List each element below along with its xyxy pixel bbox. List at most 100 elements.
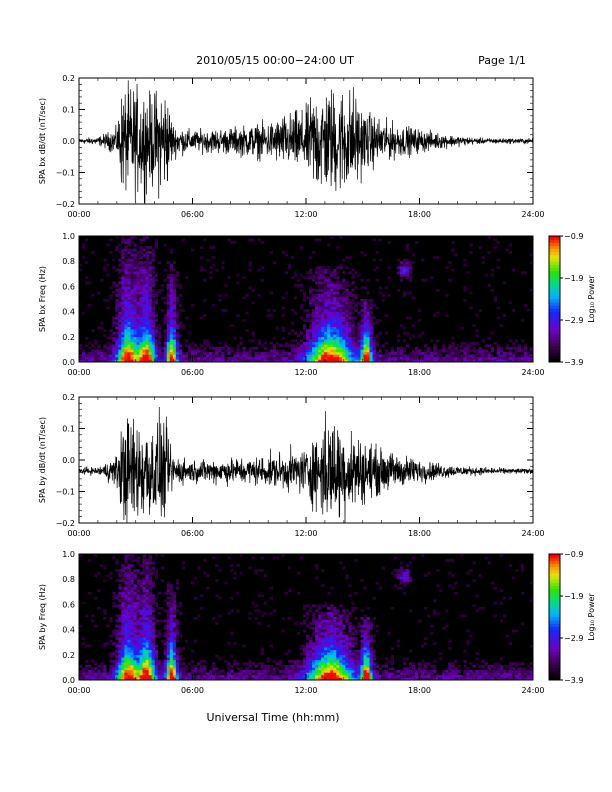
heatmap-cell [315,334,319,338]
heatmap-cell [157,664,162,668]
heatmap-cell [411,664,416,668]
heatmap-cell [206,672,210,676]
heatmap-cell [151,351,155,355]
heatmap-cell [133,586,137,590]
heatmap-cell [399,354,404,358]
heatmap-cell [421,356,425,360]
heatmap-cell [520,354,525,358]
heatmap-cell [109,349,113,353]
heatmap-cell [351,624,355,628]
heatmap-cell [148,599,152,603]
heatmap-cell [399,324,404,328]
heatmap-cell [375,624,379,628]
heatmap-cell [124,281,128,285]
heatmap-cell [318,319,322,322]
heatmap-cell [490,331,494,335]
heatmap-cell [160,354,165,358]
heatmap-cell [224,581,228,585]
heatmap-cell [330,326,334,330]
heatmap-cell [124,238,128,242]
heatmap-cell [145,286,149,290]
heatmap-cell [342,301,346,305]
heatmap-cell [387,674,392,678]
heatmap-cell [351,331,355,335]
heatmap-cell [315,293,319,297]
heatmap-cell [487,351,491,355]
heatmap-cell [372,657,376,661]
heatmap-cell [145,619,149,623]
heatmap-cell [184,344,189,348]
heatmap-cell [154,341,158,345]
heatmap-cell [124,649,128,653]
heatmap-cell [354,351,358,355]
heatmap-cell [142,672,146,676]
heatmap-cell [342,639,346,643]
heatmap-cell [330,236,334,239]
heatmap-cell [296,677,301,681]
heatmap-cell [142,299,146,302]
heatmap-cell [124,253,128,257]
heatmap-cell [148,356,152,360]
heatmap-cell [127,273,131,277]
heatmap-cell [272,674,277,678]
heatmap-cell [290,344,295,348]
heatmap-cell [130,667,134,671]
heatmap-cell [312,319,316,322]
heatmap-cell [263,356,267,360]
heatmap-cell [336,662,340,666]
heatmap-cell [154,662,158,666]
heatmap-cell [330,624,334,628]
heatmap-cell [169,622,174,625]
heatmap-cell [408,662,413,666]
heatmap-cell [88,559,92,562]
heatmap-cell [257,672,261,676]
colorbar-swatch [549,321,560,325]
heatmap-cell [160,664,165,668]
heatmap-cell [315,329,319,333]
heatmap-cell [97,356,101,360]
heatmap-cell [396,359,401,363]
heatmap-cell [414,349,419,353]
heatmap-cell [112,346,116,350]
heatmap-cell [339,263,343,267]
heatmap-cell [309,299,313,302]
heatmap-cell [151,659,155,663]
heatmap-cell [82,669,86,673]
heatmap-cell [475,359,479,363]
heatmap-cell [124,566,128,570]
heatmap-cell [342,334,346,338]
heatmap-cell [333,609,337,613]
heatmap-cell [85,281,89,285]
heatmap-cell [315,669,319,673]
heatmap-cell [251,359,255,363]
heatmap-cell [348,627,352,630]
heatmap-cell [321,326,325,330]
heatmap-cell [321,273,325,277]
heatmap-cell [136,569,140,572]
heatmap-cell [85,664,89,668]
heatmap-cell [166,304,171,307]
heatmap-cell [82,246,86,249]
heatmap-cell [306,336,310,340]
heatmap-cell [151,609,155,613]
heatmap-cell [315,664,319,668]
heatmap-cell [166,669,171,673]
colorbar-swatch [549,346,560,350]
heatmap-cell [139,619,143,623]
heatmap-cell [354,642,358,646]
heatmap-cell [142,559,146,562]
heatmap-cell [378,677,382,681]
heatmap-cell [342,609,346,613]
heatmap-cell [375,251,379,254]
heatmap-cell [493,664,497,668]
heatmap-cell [287,617,292,620]
heatmap-cell [169,344,174,348]
heatmap-cell [454,359,458,363]
heatmap-cell [127,601,131,605]
series-line [79,80,533,204]
heatmap-cell [166,654,171,658]
heatmap-cell [112,664,116,668]
heatmap-cell [139,268,143,272]
heatmap-cell [151,667,155,671]
heatmap-cell [529,356,534,360]
